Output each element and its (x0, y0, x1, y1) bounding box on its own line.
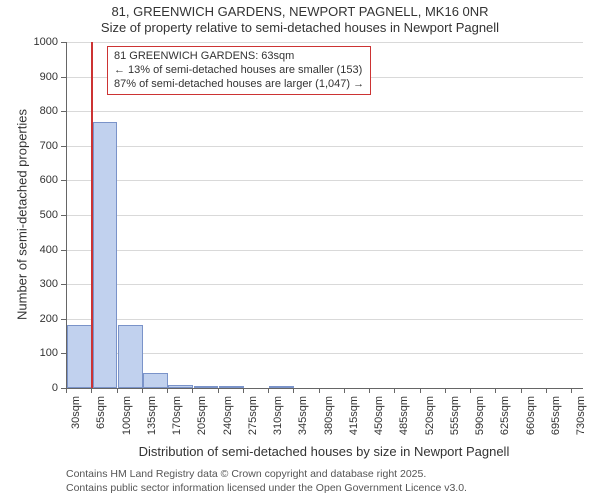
x-tick-label: 450sqm (373, 396, 385, 446)
x-tick-mark (66, 388, 67, 393)
x-tick-mark (91, 388, 92, 393)
x-tick-mark (546, 388, 547, 393)
footer-attribution: Contains HM Land Registry data © Crown c… (66, 468, 467, 495)
x-tick-label: 345sqm (297, 396, 309, 446)
x-tick-mark (167, 388, 168, 393)
y-tick-label: 1000 (18, 36, 58, 48)
annotation-line3: 87% of semi-detached houses are larger (… (114, 78, 364, 92)
subject-marker-line (91, 42, 93, 388)
annotation-line2: ← 13% of semi-detached houses are smalle… (114, 64, 364, 78)
histogram-bar (93, 122, 118, 388)
chart-title-block: 81, GREENWICH GARDENS, NEWPORT PAGNELL, … (0, 0, 600, 37)
x-tick-mark (268, 388, 269, 393)
histogram-bar (168, 385, 193, 388)
gridline (67, 42, 583, 43)
chart-container: { "title_line1": "81, GREENWICH GARDENS,… (0, 0, 600, 500)
x-tick-label: 240sqm (222, 396, 234, 446)
x-tick-mark (571, 388, 572, 393)
x-tick-mark (495, 388, 496, 393)
x-tick-mark (218, 388, 219, 393)
x-axis-title: Distribution of semi-detached houses by … (66, 444, 582, 459)
y-tick-mark (61, 319, 66, 320)
x-tick-mark (394, 388, 395, 393)
x-tick-mark (117, 388, 118, 393)
y-tick-mark (61, 284, 66, 285)
x-tick-mark (369, 388, 370, 393)
histogram-bar (143, 373, 168, 388)
histogram-bar (194, 386, 219, 388)
chart-title-line2: Size of property relative to semi-detach… (0, 20, 600, 36)
x-tick-mark (344, 388, 345, 393)
y-tick-label: 600 (18, 174, 58, 186)
footer-line2: Contains public sector information licen… (66, 482, 467, 496)
annotation-line1: 81 GREENWICH GARDENS: 63sqm (114, 50, 364, 64)
y-tick-mark (61, 353, 66, 354)
plot-area: 81 GREENWICH GARDENS: 63sqm ← 13% of sem… (66, 42, 583, 389)
y-tick-label: 100 (18, 347, 58, 359)
x-tick-mark (420, 388, 421, 393)
y-tick-label: 0 (18, 382, 58, 394)
y-tick-mark (61, 215, 66, 216)
x-tick-label: 520sqm (424, 396, 436, 446)
x-tick-label: 485sqm (398, 396, 410, 446)
x-tick-label: 555sqm (449, 396, 461, 446)
x-tick-mark (293, 388, 294, 393)
x-tick-mark (445, 388, 446, 393)
histogram-bar (67, 325, 92, 388)
y-tick-mark (61, 111, 66, 112)
histogram-bar (219, 386, 244, 388)
gridline (67, 146, 583, 147)
y-tick-mark (61, 180, 66, 181)
y-tick-label: 700 (18, 140, 58, 152)
x-tick-mark (243, 388, 244, 393)
x-tick-mark (319, 388, 320, 393)
y-tick-label: 800 (18, 105, 58, 117)
x-tick-label: 135sqm (146, 396, 158, 446)
gridline (67, 319, 583, 320)
x-tick-mark (470, 388, 471, 393)
x-tick-label: 100sqm (121, 396, 133, 446)
x-tick-label: 205sqm (196, 396, 208, 446)
y-tick-label: 200 (18, 313, 58, 325)
y-tick-label: 300 (18, 278, 58, 290)
y-tick-mark (61, 77, 66, 78)
gridline (67, 180, 583, 181)
x-tick-label: 660sqm (525, 396, 537, 446)
x-tick-label: 275sqm (247, 396, 259, 446)
x-tick-label: 415sqm (348, 396, 360, 446)
y-tick-mark (61, 146, 66, 147)
x-tick-mark (521, 388, 522, 393)
footer-line1: Contains HM Land Registry data © Crown c… (66, 468, 467, 482)
histogram-bar (269, 386, 294, 388)
x-tick-label: 380sqm (323, 396, 335, 446)
x-tick-label: 65sqm (95, 396, 107, 446)
gridline (67, 215, 583, 216)
gridline (67, 111, 583, 112)
gridline (67, 353, 583, 354)
x-tick-label: 590sqm (474, 396, 486, 446)
x-tick-label: 170sqm (171, 396, 183, 446)
x-tick-label: 310sqm (272, 396, 284, 446)
x-tick-label: 625sqm (499, 396, 511, 446)
y-tick-mark (61, 42, 66, 43)
x-tick-label: 30sqm (70, 396, 82, 446)
y-tick-label: 400 (18, 244, 58, 256)
gridline (67, 250, 583, 251)
y-tick-label: 500 (18, 209, 58, 221)
x-tick-mark (142, 388, 143, 393)
x-tick-mark (192, 388, 193, 393)
x-tick-label: 730sqm (575, 396, 587, 446)
chart-title-line1: 81, GREENWICH GARDENS, NEWPORT PAGNELL, … (0, 4, 600, 20)
gridline (67, 284, 583, 285)
histogram-bar (118, 325, 143, 388)
y-tick-mark (61, 250, 66, 251)
y-tick-label: 900 (18, 71, 58, 83)
annotation-box: 81 GREENWICH GARDENS: 63sqm ← 13% of sem… (107, 46, 371, 95)
x-tick-label: 695sqm (550, 396, 562, 446)
